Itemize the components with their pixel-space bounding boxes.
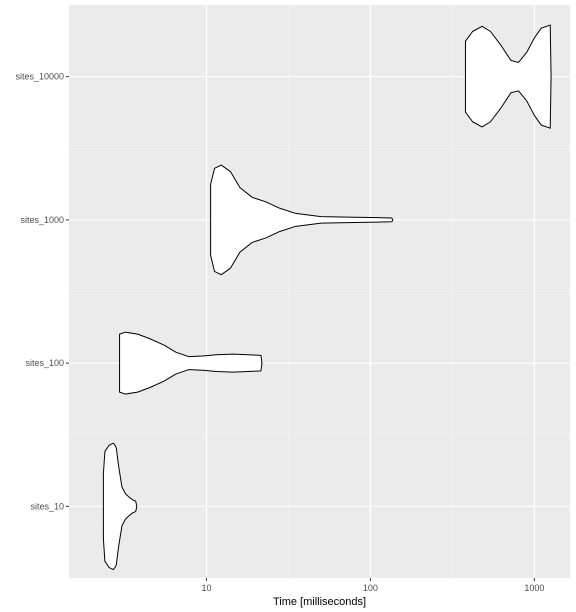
x-axis: 10 100 1000: [201, 578, 544, 593]
y-tick-label: sites_10000: [15, 72, 64, 82]
violin-sites_100: [119, 331, 263, 395]
x-tick-label: 100: [363, 583, 378, 593]
minor-gridlines: [69, 5, 570, 578]
x-tick-label: 1000: [524, 583, 544, 593]
y-axis: sites_10 sites_100 sites_1000 sites_10000: [15, 72, 69, 511]
violin-sites_1000: [210, 164, 394, 276]
y-tick-label: sites_10: [30, 501, 64, 511]
violin-sites_10: [102, 442, 138, 571]
violin-sites_10000: [464, 24, 552, 129]
x-tick-label: 10: [201, 583, 211, 593]
y-tick-label: sites_100: [25, 358, 64, 368]
x-axis-title: Time [milliseconds]: [273, 596, 366, 608]
y-tick-label: sites_1000: [20, 215, 64, 225]
violins: [102, 24, 552, 571]
